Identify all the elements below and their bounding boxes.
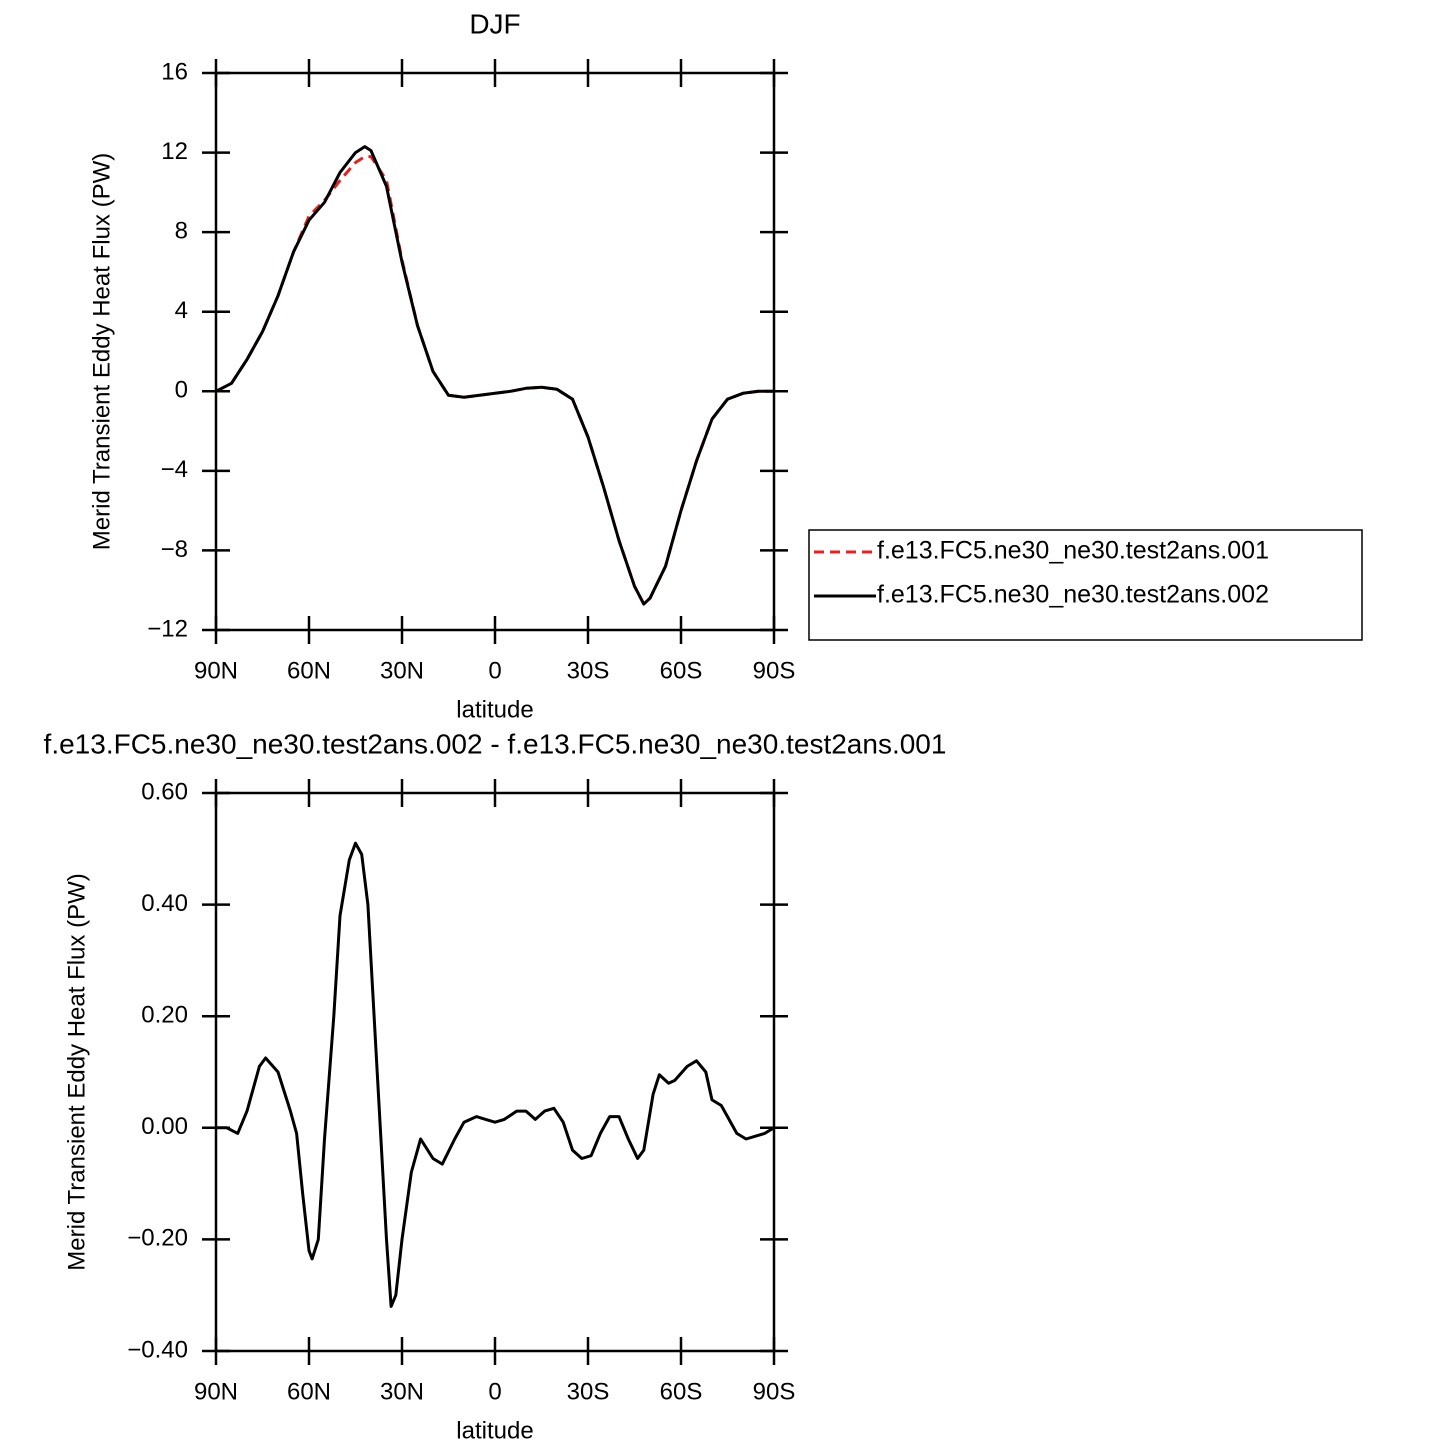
x-tick-label: 30N [380,657,424,684]
x-tick-label: 60N [287,1378,331,1405]
y-tick-label: 0.20 [141,1002,188,1029]
legend-label: f.e13.FC5.ne30_ne30.test2ans.002 [877,581,1269,609]
x-tick-label: 30S [567,1378,610,1405]
x-tick-label: 30S [567,657,610,684]
y-tick-label: −8 [161,536,188,563]
x-tick-label: 90N [194,657,238,684]
y-tick-label: 12 [161,138,188,165]
x-tick-label: 90S [753,1378,796,1405]
x-tick-label: 90N [194,1378,238,1405]
x-tick-label: 90S [753,657,796,684]
plot-frame [214,71,776,632]
y-tick-label: 0 [175,377,188,404]
x-axis-label: latitude [456,696,533,723]
y-tick-label: 16 [161,58,188,85]
chart-title: DJF [469,8,520,39]
data-line [215,145,774,606]
x-tick-label: 60S [660,657,703,684]
y-tick-label: 0.40 [141,890,188,917]
x-tick-label: 60S [660,1378,703,1405]
x-tick-label: 0 [488,657,501,684]
chart-title: f.e13.FC5.ne30_ne30.test2ans.002 - f.e13… [44,728,947,759]
legend-label: f.e13.FC5.ne30_ne30.test2ans.001 [877,537,1269,565]
y-axis-label: Merid Transient Eddy Heat Flux (PW) [63,873,90,1270]
plot-frame [214,791,776,1353]
y-tick-label: −12 [147,615,188,642]
data-line [216,841,775,1308]
x-tick-label: 0 [488,1378,501,1405]
y-tick-label: 4 [175,297,188,324]
legend: f.e13.FC5.ne30_ne30.test2ans.001 f.e13.FC… [808,529,1363,641]
y-tick-label: −0.40 [127,1336,188,1363]
x-tick-label: 60N [287,657,331,684]
y-axis-label: Merid Transient Eddy Heat Flux (PW) [88,153,115,550]
legend-box [808,529,1363,641]
data-line [215,155,774,606]
y-tick-label: −0.20 [127,1225,188,1252]
y-tick-label: 0.00 [141,1113,188,1140]
y-tick-label: 0.60 [141,778,188,805]
x-axis-label: latitude [456,1417,533,1444]
x-tick-label: 30N [380,1378,424,1405]
y-tick-label: −4 [161,456,188,483]
y-tick-label: 8 [175,217,188,244]
